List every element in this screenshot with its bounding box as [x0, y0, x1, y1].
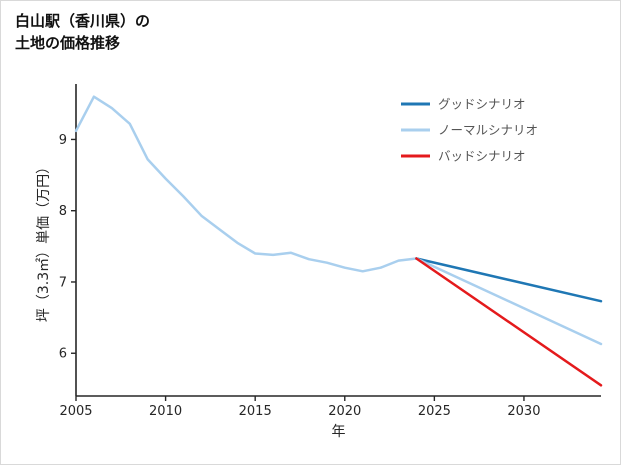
legend-label-bad-scenario: バッドシナリオ — [438, 149, 526, 164]
series-lines — [74, 95, 603, 387]
y-tick-label: 8 — [59, 204, 67, 219]
x-tick-label: 2025 — [418, 404, 451, 419]
series-bad-scenario — [415, 257, 603, 387]
series-historical — [74, 95, 418, 273]
series-normal-scenario — [415, 257, 603, 346]
axes — [75, 84, 601, 397]
y-axis-label: 坪（3.3㎡）単価（万円） — [36, 159, 52, 323]
y-axis-ticks: 6 7 8 9 — [59, 133, 76, 362]
chart-title-line2: 土地の価格推移 — [15, 33, 121, 52]
x-tick-label: 2010 — [149, 404, 182, 419]
legend-label-normal-scenario: ノーマルシナリオ — [438, 123, 538, 138]
series-good-scenario — [415, 257, 603, 303]
x-tick-label: 2020 — [328, 404, 361, 419]
chart-title-line1: 白山駅（香川県）の — [15, 12, 151, 30]
x-tick-label: 2030 — [507, 404, 540, 419]
legend-label-good-scenario: グッドシナリオ — [438, 97, 526, 112]
y-tick-label: 6 — [59, 347, 67, 362]
y-tick-label: 9 — [59, 133, 67, 148]
x-axis-label: 年 — [331, 424, 346, 440]
x-tick-label: 2005 — [59, 404, 92, 419]
chart-title: 白山駅（香川県）の 土地の価格推移 — [15, 11, 150, 55]
x-axis-ticks: 2005 2010 2015 2020 2025 2030 — [59, 396, 540, 419]
x-tick-label: 2015 — [239, 404, 272, 419]
y-tick-label: 7 — [59, 275, 67, 290]
